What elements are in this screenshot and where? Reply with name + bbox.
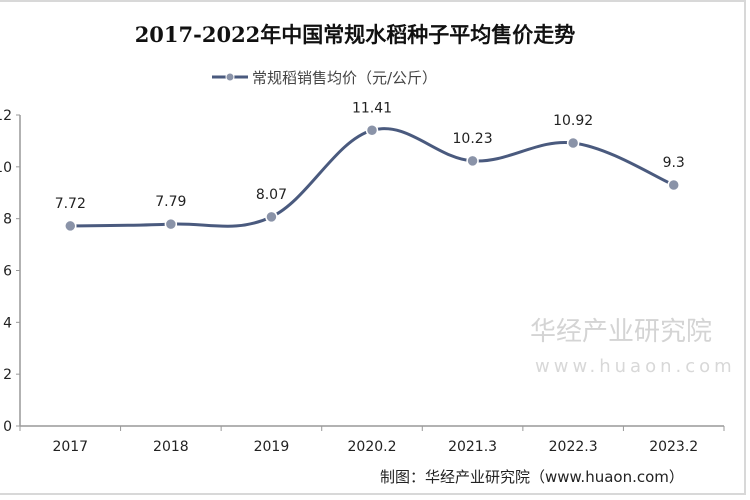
data-point (566, 136, 580, 150)
data-label: 9.3 (663, 155, 685, 171)
data-label: 7.79 (155, 194, 186, 210)
credit-text: 制图：华经产业研究院（www.huaon.com） (380, 468, 684, 486)
x-tick-label: 2022.3 (549, 439, 598, 455)
data-point (164, 217, 178, 231)
data-point (466, 154, 479, 168)
data-label: 7.72 (55, 196, 86, 212)
x-tick-label: 2017 (52, 439, 88, 455)
y-tick-label: 12 (0, 108, 12, 124)
y-tick-label: 8 (3, 212, 12, 228)
y-tick-label: 10 (0, 160, 12, 176)
data-point (365, 124, 379, 137)
legend-label: 常规稻销售均价（元/公斤） (252, 69, 437, 87)
data-label: 10.23 (453, 131, 493, 147)
x-tick-label: 2020.2 (348, 439, 397, 455)
legend-marker-icon (225, 72, 235, 82)
watermark-url: www.huaon.com (535, 356, 736, 377)
data-point (667, 178, 680, 192)
x-tick-label: 2019 (254, 439, 290, 455)
x-tick-label: 2018 (153, 439, 189, 455)
data-label: 10.92 (553, 113, 593, 129)
x-tick-label: 2021.3 (448, 439, 497, 455)
data-label: 11.41 (352, 100, 392, 116)
x-tick-label: 2023.2 (649, 439, 698, 455)
data-label: 8.07 (256, 187, 287, 203)
y-tick-label: 6 (3, 264, 12, 280)
data-point (265, 210, 278, 224)
data-point (64, 219, 77, 233)
series-line (70, 127, 675, 228)
chart-title: 2017-2022年中国常规水稻种子平均售价走势 (135, 22, 576, 47)
y-tick-label: 2 (3, 367, 12, 383)
watermark-name: 华经产业研究院 (530, 317, 712, 347)
y-tick-label: 4 (3, 315, 12, 331)
y-tick-label: 0 (3, 419, 12, 435)
legend: 常规稻销售均价（元/公斤） (212, 69, 437, 87)
